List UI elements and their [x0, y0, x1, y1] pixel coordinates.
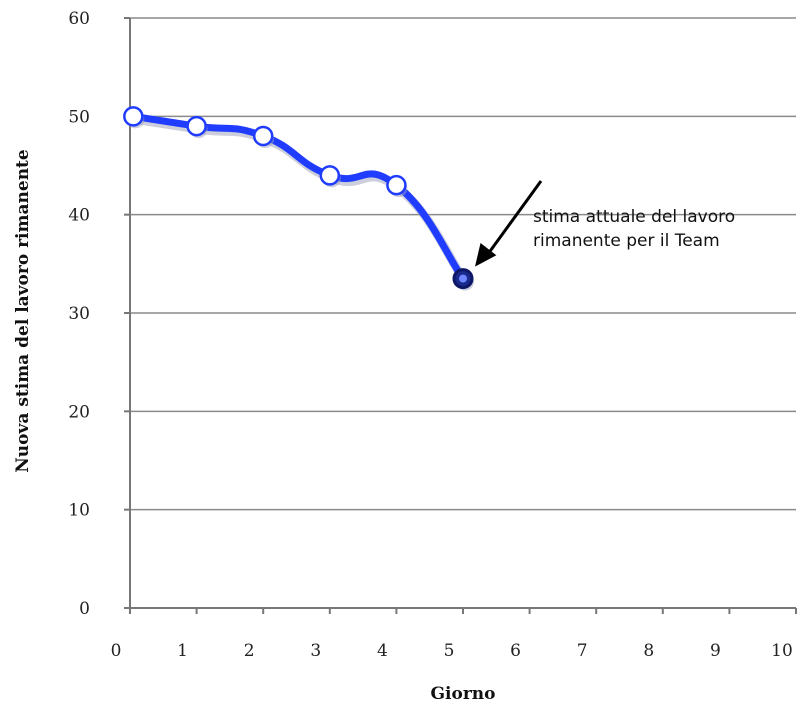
annotation-arrow-head: [475, 243, 497, 267]
x-tick-label: 1: [177, 641, 188, 661]
x-tick-label: 10: [771, 641, 793, 661]
x-tick-label: 0: [111, 641, 122, 661]
grid-lines: [130, 17, 796, 511]
y-tick-label: 10: [68, 501, 90, 521]
x-tick-label: 2: [244, 641, 255, 661]
x-tick-label: 9: [710, 641, 721, 661]
data-point: [252, 125, 274, 147]
data-point: [186, 115, 207, 137]
series: [123, 106, 474, 291]
data-point: [123, 106, 144, 127]
y-axis-title: Nuova stima del lavoro rimanente: [13, 149, 33, 473]
annotation: stima attuale del lavoro rimanente per il…: [475, 180, 735, 267]
y-tick-label: 50: [68, 107, 90, 127]
y-tick-label: 20: [68, 402, 90, 422]
y-tick-label: 30: [68, 304, 90, 324]
y-tick-label: 40: [68, 206, 90, 226]
data-point: [319, 165, 341, 186]
x-tick-label: 3: [310, 641, 321, 661]
x-tick-labels: 0 1 2 3 4 5 6 7 8 9 10: [111, 641, 793, 661]
annotation-text-line: rimanente per il Team: [533, 231, 720, 251]
x-tick-label: 5: [444, 641, 455, 661]
series-line: [129, 112, 467, 283]
x-tick-label: 8: [643, 641, 654, 661]
x-tick-marks: [129, 608, 797, 614]
y-tick-label: 0: [79, 599, 90, 619]
annotation-arrow-line: [487, 180, 543, 254]
data-point: [386, 174, 407, 196]
y-tick-labels: 0 10 20 30 40 50 60: [68, 9, 90, 619]
x-tick-label: 6: [510, 641, 521, 661]
x-tick-label: 7: [577, 641, 588, 661]
y-tick-label: 60: [68, 9, 90, 29]
annotation-text-line: stima attuale del lavoro: [533, 207, 735, 227]
data-point-highlight: [459, 274, 467, 283]
x-axis-title: Giorno: [431, 684, 496, 704]
x-tick-label: 4: [377, 641, 388, 661]
